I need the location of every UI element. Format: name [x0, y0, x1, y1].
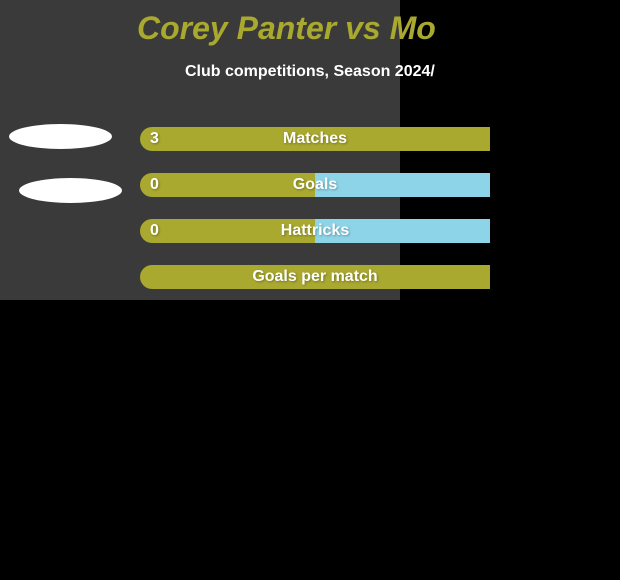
- stat-label: Goals per match: [252, 268, 377, 286]
- stat-value-left: 3: [150, 130, 159, 148]
- comparison-subtitle: Club competitions, Season 2024/: [185, 63, 435, 81]
- stat-value-left: 0: [150, 222, 159, 240]
- stat-bar-left: [140, 173, 315, 197]
- player-marker-1: [9, 124, 112, 149]
- stat-bar-right: [315, 173, 490, 197]
- stat-row: Goals per match: [140, 265, 490, 289]
- stat-label: Matches: [283, 130, 347, 148]
- stat-value-left: 0: [150, 176, 159, 194]
- header-panel: Corey Panter vs Mo Club competitions, Se…: [0, 0, 400, 300]
- stat-row: 0 Goals: [140, 173, 490, 197]
- stat-label: Goals: [293, 176, 337, 194]
- comparison-title: Corey Panter vs Mo: [137, 10, 436, 47]
- stat-label: Hattricks: [281, 222, 349, 240]
- player-marker-2: [19, 178, 122, 203]
- stat-row: 3 Matches: [140, 127, 490, 151]
- stat-row: 0 Hattricks: [140, 219, 490, 243]
